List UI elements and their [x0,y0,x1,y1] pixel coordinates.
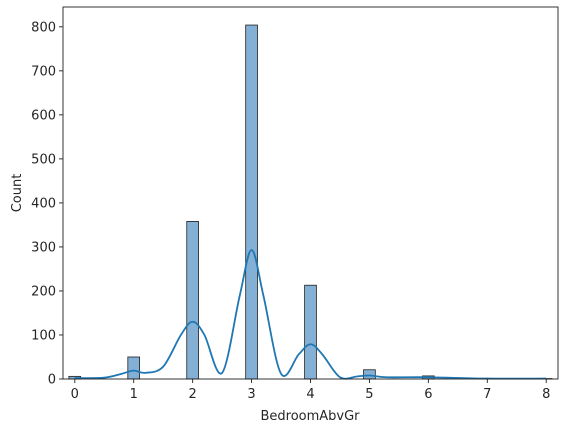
y-tick-label: 400 [31,196,56,211]
histogram-bar [127,356,141,380]
x-axis-ticks: 0 1 2 3 4 5 6 7 8 [71,379,550,402]
y-tick-label: 700 [31,64,56,79]
histogram-bar [245,24,258,380]
y-tick-label: 100 [31,328,56,343]
x-tick-label: 2 [189,387,197,402]
y-axis-ticks: 0 100 200 300 400 500 600 700 800 [31,20,63,388]
x-tick-label: 3 [247,387,255,402]
y-tick-label: 200 [31,284,56,299]
y-tick-label: 300 [31,240,56,255]
histogram-bar [186,220,199,380]
x-tick-label: 1 [130,387,138,402]
y-axis-label: Count [10,174,25,213]
x-tick-label: 5 [365,387,373,402]
y-tick-label: 0 [48,373,56,388]
x-tick-label: 6 [424,387,432,402]
y-tick-label: 500 [31,152,56,167]
histogram-bar [363,369,376,380]
x-axis-label: BedroomAbvGr [260,409,360,424]
x-tick-label: 8 [542,387,550,402]
x-tick-label: 4 [306,387,314,402]
y-tick-label: 600 [31,108,56,123]
kde-curve [74,249,547,380]
y-tick-label: 800 [31,20,56,35]
x-tick-label: 7 [483,387,491,402]
histogram-bar [304,284,317,380]
x-tick-label: 0 [71,387,79,402]
